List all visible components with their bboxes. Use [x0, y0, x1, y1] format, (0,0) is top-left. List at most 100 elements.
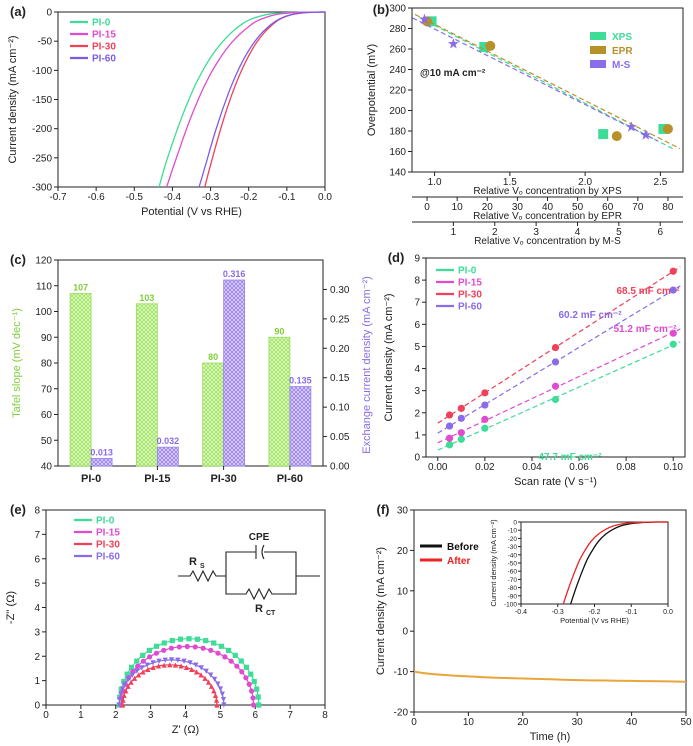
panel-f-y-tick-label: 30	[397, 506, 409, 517]
panel-c-bar-tafel	[135, 303, 158, 467]
panel-b-axis-tick-label: 30	[512, 202, 524, 213]
panel-f-y-tick-label: 10	[397, 586, 409, 597]
panel-f-inset-x-tick-label: -0.1	[625, 609, 637, 616]
panel-d-fit-label-pi-0: 47.7 mF cm⁻²	[538, 452, 602, 463]
panel-e-label-rs-sub: S	[200, 563, 205, 570]
panel-d-point-pi-30	[481, 389, 489, 397]
panel-e-y-tick-label: 6	[34, 554, 40, 565]
panel-d-point-pi-15	[551, 382, 560, 390]
panel-e-y-tick-label: 3	[34, 627, 40, 638]
panel-b-axis-tick-label: 2	[492, 227, 498, 238]
panel-e-point-pi-15	[239, 669, 245, 675]
panel-e-point-pi-15	[176, 644, 182, 650]
panel-e-point-pi-30	[125, 683, 131, 689]
panel-f-x-tick-label: 20	[517, 717, 529, 728]
panel-e-frame	[45, 509, 326, 706]
panel-b-legend-label-m-s: M-S	[612, 60, 631, 71]
panel-f-inset-frame	[520, 521, 669, 605]
panel-f-inset-y-tick-label: -40	[508, 552, 518, 559]
panel-e-point-pi-30	[178, 663, 184, 669]
panel-f-x-tick-label: 40	[626, 717, 638, 728]
panel-d-ylabel: Current density (mA cm⁻²)	[383, 293, 395, 421]
panel-d-point-pi-60	[457, 414, 465, 422]
panel-e-label-rs: R	[189, 556, 197, 568]
panel-c-bar-exchange	[289, 386, 312, 467]
panel-e-resistor-rs	[178, 569, 226, 583]
panel-f-frame	[413, 509, 687, 713]
panel-d-point-pi-60	[445, 422, 454, 430]
panel-d-xlabel: Scan rate (V s⁻¹)	[514, 476, 597, 488]
panel-c-bar-exchange-label: 0.316	[223, 269, 246, 279]
panel-a-x-tick-label: -0.1	[278, 192, 296, 203]
panel-b-y-tick-label: 280	[389, 24, 406, 35]
panel-b-axis-tick-label: 1.5	[503, 177, 517, 188]
panel-d-point-pi-15	[481, 415, 489, 424]
panel-c-bar-exchange-label: 0.032	[157, 436, 180, 446]
panel-c-y-left-tick-label: 110	[36, 281, 52, 292]
panel-f-inset-x-tick-label: -0.2	[588, 609, 600, 616]
panel-d-x-tick-label: 0.04	[522, 462, 542, 473]
panel-f-inset-ylabel: Current density (mA cm⁻²)	[489, 519, 498, 607]
panel-e-x-tick-label: 5	[218, 710, 224, 721]
panel-e-point-pi-60	[116, 702, 122, 708]
panel-e-x-tick-label: 7	[287, 710, 293, 721]
panel-e-y-tick-label: 1	[34, 676, 40, 687]
panel-e-point-pi-60	[187, 660, 193, 666]
panel-e-legend-pi-0-label: PI-0	[96, 516, 115, 527]
panel-d-point-pi-30	[457, 404, 465, 412]
panel-a-line-pi-60	[198, 11, 326, 188]
panel-d-point-pi-0	[445, 441, 454, 449]
panel-e-point-pi-15	[234, 663, 240, 669]
panel-e-point-pi-60	[118, 691, 124, 697]
panel-c-y-left-tick-label: 120	[35, 256, 52, 267]
panel-a-y-tick-label: 0	[46, 8, 52, 19]
panel-d-x-tick-label: 0.00	[428, 462, 448, 473]
panel-e-point-pi-30	[213, 697, 220, 703]
panel-d-point-pi-30	[445, 411, 454, 419]
panel-a-x-tick-label: -0.4	[164, 192, 182, 203]
panel-d-point-pi-15	[457, 429, 465, 437]
panel-b-axis-tick-label: 1.0	[428, 177, 442, 188]
panel-f-y-tick-label: -10	[394, 667, 409, 678]
panel-d-point-pi-60	[669, 286, 677, 294]
panel-e-point-pi-15	[246, 681, 252, 687]
panel-c-y-right-tick-label: 0.25	[330, 314, 350, 325]
panel-e-point-pi-60	[139, 665, 145, 671]
panel-e-point-pi-15	[140, 658, 146, 664]
panel-e-point-pi-30	[123, 688, 129, 694]
panel-e-point-pi-60	[219, 691, 225, 697]
panel-f-x-tick-label: 10	[463, 717, 475, 728]
panel-b-legend-swatch-m-s	[590, 60, 606, 68]
panel-e-point-pi-30	[172, 662, 179, 668]
panel-e-cpe	[255, 544, 265, 560]
panel-e-point-pi-15	[153, 650, 160, 656]
panel-d-y-tick-label: 3	[414, 386, 420, 397]
panel-e-label-cpe: CPE	[249, 532, 270, 543]
panel-e-point-pi-0	[238, 658, 244, 664]
panel-e-point-pi-60	[193, 662, 199, 668]
panel-e-point-pi-30	[208, 683, 215, 689]
panel-d-point-pi-60	[481, 401, 489, 409]
panel-e-point-pi-60	[162, 657, 168, 663]
panel-c-bar-tafel	[268, 336, 291, 467]
panel-b-y-tick-label: 160	[389, 147, 406, 158]
panel-e-point-pi-0	[146, 647, 152, 654]
panel-a-x-tick-label: -0.2	[240, 192, 258, 203]
panel-c-bar-tafel-label: 107	[73, 282, 88, 292]
panel-e-label: (e)	[10, 502, 26, 517]
panel-e-point-pi-60	[181, 658, 187, 664]
panel-d-point-pi-0	[551, 395, 560, 404]
panel-e-point-pi-15	[161, 647, 167, 653]
panel-e-point-pi-15	[250, 695, 256, 701]
panel-e-x-tick-label: 8	[322, 710, 328, 721]
panel-c-y-left-tick-label: 90	[41, 333, 53, 344]
panel-e-point-pi-60	[208, 672, 214, 678]
panel-c-y-right-tick-label: 0.00	[330, 462, 350, 473]
panel-a-x-tick-label: -0.6	[88, 192, 106, 203]
panel-f-label: (f)	[377, 502, 390, 517]
panel-e-point-pi-15	[250, 702, 257, 708]
panel-b-axis-tick-label: 0	[424, 202, 430, 213]
panel-d-legend-pi-15-label: PI-15	[458, 278, 482, 289]
panel-c-bar-tafel	[202, 362, 225, 467]
panel-e-x-tick-label: 2	[113, 710, 119, 721]
